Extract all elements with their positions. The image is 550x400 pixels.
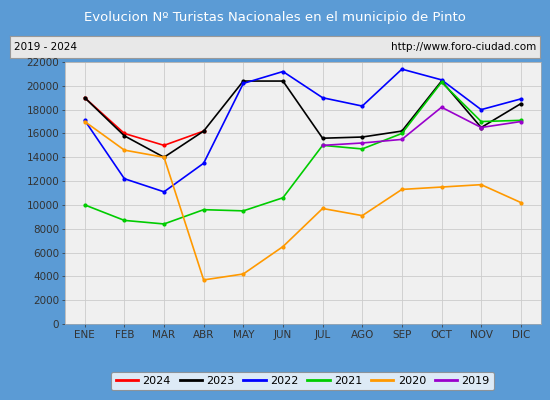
Text: http://www.foro-ciudad.com: http://www.foro-ciudad.com	[390, 42, 536, 52]
Text: 2019 - 2024: 2019 - 2024	[14, 42, 77, 52]
Legend: 2024, 2023, 2022, 2021, 2020, 2019: 2024, 2023, 2022, 2021, 2020, 2019	[111, 372, 494, 390]
Text: Evolucion Nº Turistas Nacionales en el municipio de Pinto: Evolucion Nº Turistas Nacionales en el m…	[84, 10, 466, 24]
